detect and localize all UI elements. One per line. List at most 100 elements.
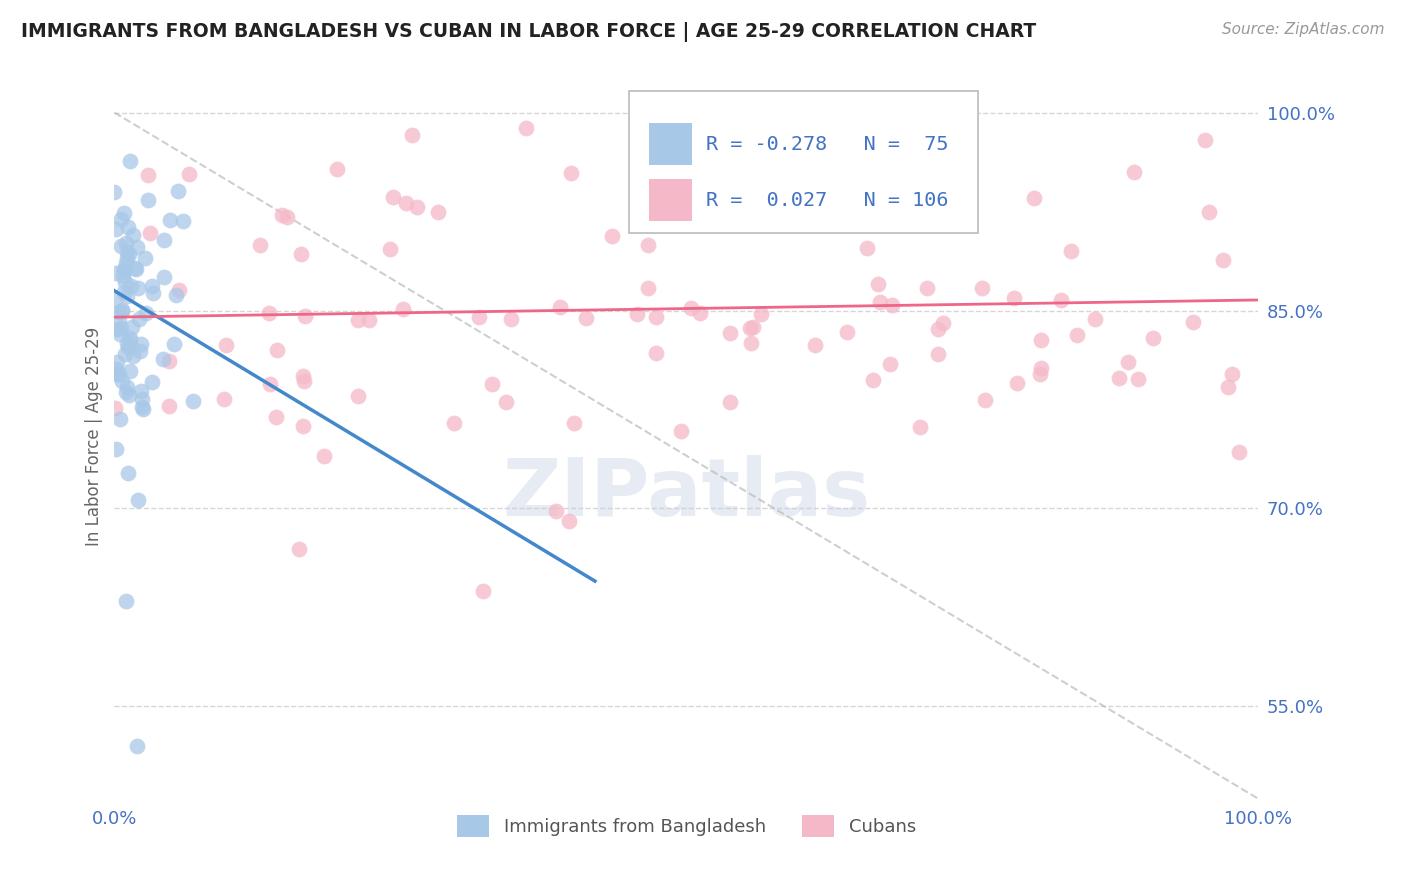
Point: [560, 166, 582, 180]
Point: [1142, 331, 1164, 345]
Point: [515, 121, 537, 136]
Point: [1002, 291, 1025, 305]
Point: [927, 322, 949, 336]
Point: [163, 336, 186, 351]
Point: [122, 349, 145, 363]
Point: [128, 343, 150, 358]
Point: [562, 416, 585, 430]
Text: R =  0.027   N = 106: R = 0.027 N = 106: [706, 191, 949, 210]
Point: [215, 337, 238, 351]
Point: [179, 167, 201, 181]
Point: [927, 347, 949, 361]
Point: [169, 283, 191, 297]
Point: [112, 264, 135, 278]
Point: [751, 307, 773, 321]
Y-axis label: In Labor Force | Age 25-29: In Labor Force | Age 25-29: [86, 326, 103, 546]
Point: [287, 541, 309, 556]
Point: [259, 306, 281, 320]
Point: [1108, 371, 1130, 385]
Legend: Immigrants from Bangladesh, Cubans: Immigrants from Bangladesh, Cubans: [450, 808, 924, 844]
Point: [973, 393, 995, 408]
Point: [645, 310, 668, 325]
Point: [292, 369, 315, 384]
Point: [105, 222, 128, 236]
Point: [391, 302, 413, 317]
Point: [718, 326, 741, 341]
Point: [1198, 205, 1220, 219]
Point: [406, 200, 429, 214]
Point: [112, 261, 135, 276]
Point: [1031, 333, 1053, 347]
Point: [115, 245, 138, 260]
FancyBboxPatch shape: [630, 91, 979, 233]
Point: [118, 153, 141, 168]
Point: [108, 314, 131, 328]
Point: [1066, 328, 1088, 343]
Point: [291, 419, 314, 434]
Point: [118, 388, 141, 402]
Point: [120, 330, 142, 344]
Point: [779, 133, 801, 147]
Point: [378, 243, 401, 257]
Point: [1194, 133, 1216, 147]
Point: [471, 583, 494, 598]
Point: [105, 322, 128, 336]
Point: [266, 343, 288, 358]
Point: [381, 190, 404, 204]
Point: [1227, 444, 1250, 458]
Point: [104, 401, 127, 416]
Point: [129, 384, 152, 398]
Point: [394, 196, 416, 211]
Point: [111, 303, 134, 318]
Point: [481, 377, 503, 392]
Point: [879, 357, 901, 371]
Point: [804, 338, 827, 352]
Point: [550, 300, 572, 314]
Point: [115, 289, 138, 303]
Point: [575, 310, 598, 325]
Point: [427, 204, 450, 219]
Point: [1220, 368, 1243, 382]
Text: Source: ZipAtlas.com: Source: ZipAtlas.com: [1222, 22, 1385, 37]
Point: [866, 277, 889, 291]
Point: [1005, 376, 1028, 390]
Point: [114, 347, 136, 361]
Point: [165, 288, 187, 302]
Point: [1123, 164, 1146, 178]
Point: [127, 493, 149, 508]
Point: [108, 367, 131, 381]
Point: [117, 466, 139, 480]
Point: [952, 169, 974, 183]
Point: [880, 298, 903, 312]
Point: [740, 336, 762, 351]
Point: [626, 307, 648, 321]
Point: [1060, 244, 1083, 258]
Point: [266, 410, 288, 425]
Point: [118, 364, 141, 378]
Point: [107, 305, 129, 319]
Point: [115, 379, 138, 393]
Point: [127, 240, 149, 254]
Point: [135, 306, 157, 320]
Point: [1212, 252, 1234, 267]
Point: [141, 278, 163, 293]
Point: [346, 312, 368, 326]
Point: [127, 739, 149, 753]
Point: [121, 319, 143, 334]
Point: [131, 400, 153, 414]
Point: [1126, 372, 1149, 386]
Point: [347, 389, 370, 403]
Point: [546, 504, 568, 518]
Point: [1084, 311, 1107, 326]
Point: [114, 275, 136, 289]
Point: [856, 241, 879, 255]
Point: [292, 374, 315, 388]
Bar: [648, 179, 692, 221]
Point: [789, 196, 811, 211]
Point: [499, 311, 522, 326]
Point: [110, 212, 132, 227]
Point: [104, 266, 127, 280]
Point: [1181, 315, 1204, 329]
Point: [127, 280, 149, 294]
Point: [115, 335, 138, 350]
